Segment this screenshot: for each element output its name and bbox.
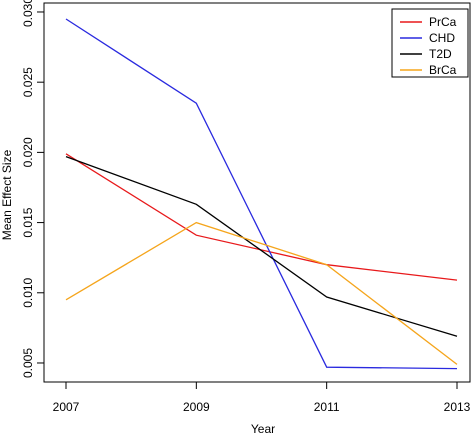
x-tick-label: 2013	[444, 400, 471, 414]
series-line-brca	[65, 221, 458, 365]
series-line-chd	[65, 18, 458, 370]
series-layer	[65, 18, 458, 370]
legend-box	[391, 8, 469, 78]
x-tick-label: 2007	[53, 400, 80, 414]
legend: PrCa CHD T2D BrCa	[391, 8, 469, 78]
legend-label-t2d: T2D	[429, 47, 452, 61]
y-axis-label: Mean Effect Size	[0, 149, 14, 240]
legend-label-chd: CHD	[429, 31, 455, 45]
x-tick-label: 2009	[183, 400, 210, 414]
y-tick-label: 0.025	[21, 67, 35, 97]
series-line-prca	[65, 153, 458, 281]
legend-label-brca: BrCa	[429, 63, 457, 77]
y-tick-label: 0.005	[21, 348, 35, 378]
x-tick-label: 2011	[314, 400, 340, 414]
x-axis-label: Year	[251, 422, 275, 435]
y-tick-label: 0.015	[21, 207, 35, 237]
y-tick-label: 0.030	[21, 0, 35, 27]
x-axis: 2007 2009 2011 2013	[53, 381, 471, 414]
y-tick-label: 0.020	[21, 137, 35, 167]
y-tick-label: 0.010	[21, 277, 35, 307]
y-axis: 0.005 0.010 0.015 0.020 0.025 0.030	[21, 0, 45, 378]
series-line-t2d	[65, 155, 458, 337]
legend-label-prca: PrCa	[429, 15, 457, 29]
